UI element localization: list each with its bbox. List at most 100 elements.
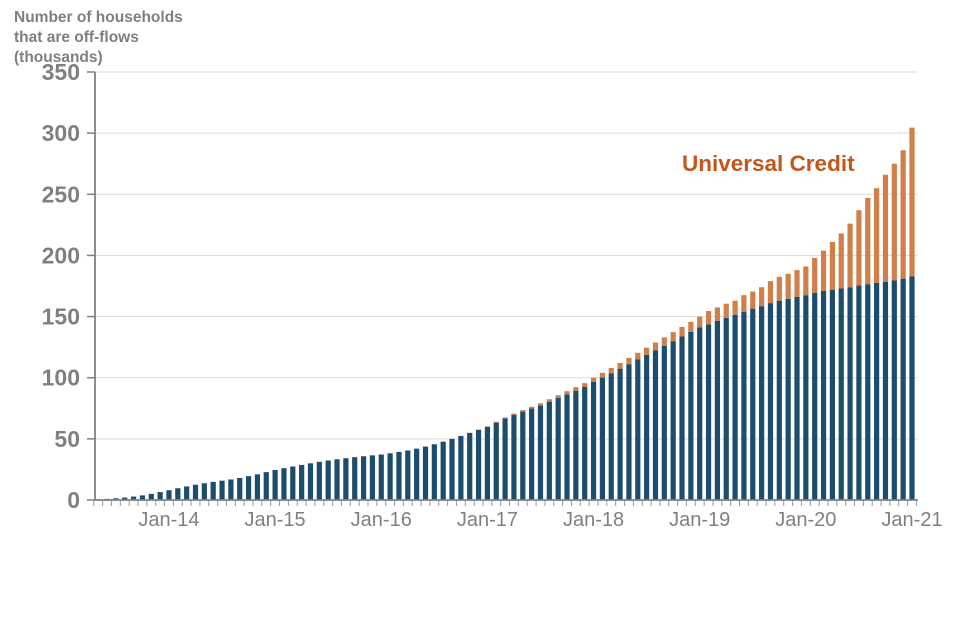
bar-base-Nov-17 [573, 390, 579, 500]
bar-universal-credit-Mar-20 [820, 250, 827, 291]
bar-base-Jan-19 [697, 327, 703, 500]
bar-base-Jul-14 [219, 480, 225, 500]
bar-base-Sep-17 [555, 398, 561, 500]
bar-base-Sep-20 [874, 282, 880, 500]
x-tick-label: Jan-14 [138, 509, 199, 531]
bar-base-Jun-14 [210, 481, 216, 500]
bar-base-Apr-15 [299, 464, 305, 500]
universal-credit-series-label: Universal Credit [682, 151, 855, 176]
bar-universal-credit-Sep-19 [767, 281, 774, 304]
bar-base-Nov-15 [360, 456, 367, 500]
bar-base-Jul-17 [537, 405, 544, 500]
bar-base-Jan-21 [909, 276, 915, 500]
bar-base-Feb-18 [599, 377, 606, 500]
bar-universal-credit-Jun-19 [741, 295, 747, 312]
bar-base-Jul-16 [431, 444, 437, 500]
bar-base-Dec-19 [794, 297, 800, 500]
bar-base-Oct-13 [139, 495, 146, 500]
bar-base-Mar-15 [290, 466, 296, 500]
bar-universal-credit-Oct-20 [882, 174, 889, 282]
bar-base-Jan-16 [378, 454, 384, 500]
bar-universal-credit-May-19 [732, 300, 738, 315]
bar-universal-credit-Sep-17 [555, 395, 561, 399]
bar-universal-credit-Aug-20 [865, 197, 871, 285]
bar-base-Nov-16 [467, 432, 473, 500]
bar-base-Jun-16 [422, 446, 429, 500]
y-tick-label: 100 [42, 365, 80, 391]
bar-base-Aug-18 [652, 350, 659, 500]
bar-universal-credit-Feb-19 [705, 311, 712, 325]
bar-universal-credit-Mar-19 [714, 307, 720, 321]
bar-base-May-14 [201, 483, 207, 500]
bar-base-Apr-17 [511, 414, 517, 500]
bar-base-Jul-20 [856, 285, 862, 500]
bar-base-Dec-14 [263, 472, 269, 500]
bar-universal-credit-Mar-18 [608, 367, 614, 374]
bar-base-Sep-14 [237, 477, 243, 500]
bar-base-Aug-13 [122, 497, 128, 500]
bar-base-Apr-20 [829, 289, 835, 500]
bar-base-Feb-14 [175, 488, 181, 500]
bar-base-Mar-20 [820, 290, 827, 500]
y-tick-label: 200 [42, 242, 80, 268]
bar-base-Dec-13 [157, 492, 163, 500]
bar-base-Jun-15 [316, 461, 322, 500]
bar-universal-credit-Feb-17 [493, 421, 499, 423]
bar-base-Feb-15 [281, 468, 287, 500]
bar-base-Aug-20 [865, 284, 871, 500]
bar-universal-credit-Apr-18 [617, 362, 623, 369]
bar-base-May-16 [414, 448, 420, 500]
bar-base-Mar-14 [184, 486, 190, 500]
bar-base-Jun-19 [741, 311, 747, 500]
bar-base-Mar-17 [502, 418, 508, 500]
bar-base-Aug-19 [759, 306, 765, 500]
bar-base-Aug-16 [440, 441, 446, 500]
bar-base-Jul-18 [644, 354, 650, 500]
x-tick-label: Jan-16 [351, 509, 412, 531]
bar-universal-credit-May-20 [838, 233, 844, 289]
y-tick-label: 250 [42, 181, 80, 207]
bar-universal-credit-Apr-17 [511, 413, 517, 415]
bar-universal-credit-Nov-17 [573, 387, 579, 391]
bar-universal-credit-Dec-20 [900, 150, 906, 279]
bar-base-Jul-15 [325, 460, 331, 500]
bar-base-Jun-17 [529, 408, 535, 500]
bar-base-Jun-18 [635, 359, 641, 500]
bar-base-Mar-18 [608, 373, 614, 500]
bar-universal-credit-Nov-19 [785, 273, 791, 299]
bar-universal-credit-Jul-17 [537, 403, 544, 406]
bar-universal-credit-Jul-20 [856, 210, 862, 286]
bar-base-Feb-17 [493, 422, 499, 500]
bar-universal-credit-Aug-19 [759, 287, 765, 307]
bar-universal-credit-Oct-19 [776, 276, 782, 301]
bar-base-Sep-13 [130, 496, 137, 500]
bar-base-Aug-17 [546, 401, 552, 500]
x-tick-label: Jan-15 [245, 509, 306, 531]
bar-universal-credit-Dec-18 [688, 321, 694, 332]
bar-universal-credit-Jan-20 [803, 266, 809, 296]
y-tick-label: 150 [42, 304, 80, 330]
bar-universal-credit-Nov-20 [891, 163, 897, 281]
bar-universal-credit-May-17 [520, 410, 526, 412]
bar-universal-credit-Oct-17 [564, 391, 570, 395]
bar-base-Apr-19 [723, 317, 729, 500]
bar-base-Sep-15 [343, 458, 349, 500]
bar-universal-credit-Jul-18 [644, 347, 650, 355]
bar-base-Apr-18 [617, 368, 623, 500]
chart-title: Number of households that are off-flows … [14, 8, 183, 68]
bar-universal-credit-Jan-21 [909, 127, 915, 277]
bar-base-Aug-15 [334, 459, 340, 500]
bar-base-Nov-14 [254, 474, 261, 500]
bar-universal-credit-Jun-17 [529, 406, 535, 409]
bar-base-Oct-19 [776, 300, 782, 500]
bar-base-Nov-13 [148, 493, 154, 500]
bar-base-May-17 [520, 411, 526, 500]
bar-universal-credit-Jun-20 [847, 223, 853, 288]
bar-universal-credit-Dec-17 [582, 383, 588, 388]
bar-base-Feb-16 [387, 453, 393, 500]
bar-universal-credit-Apr-20 [829, 241, 835, 290]
bar-universal-credit-Dec-19 [794, 270, 800, 298]
x-tick-label: Jan-20 [775, 509, 836, 531]
bar-universal-credit-Feb-18 [599, 372, 606, 378]
